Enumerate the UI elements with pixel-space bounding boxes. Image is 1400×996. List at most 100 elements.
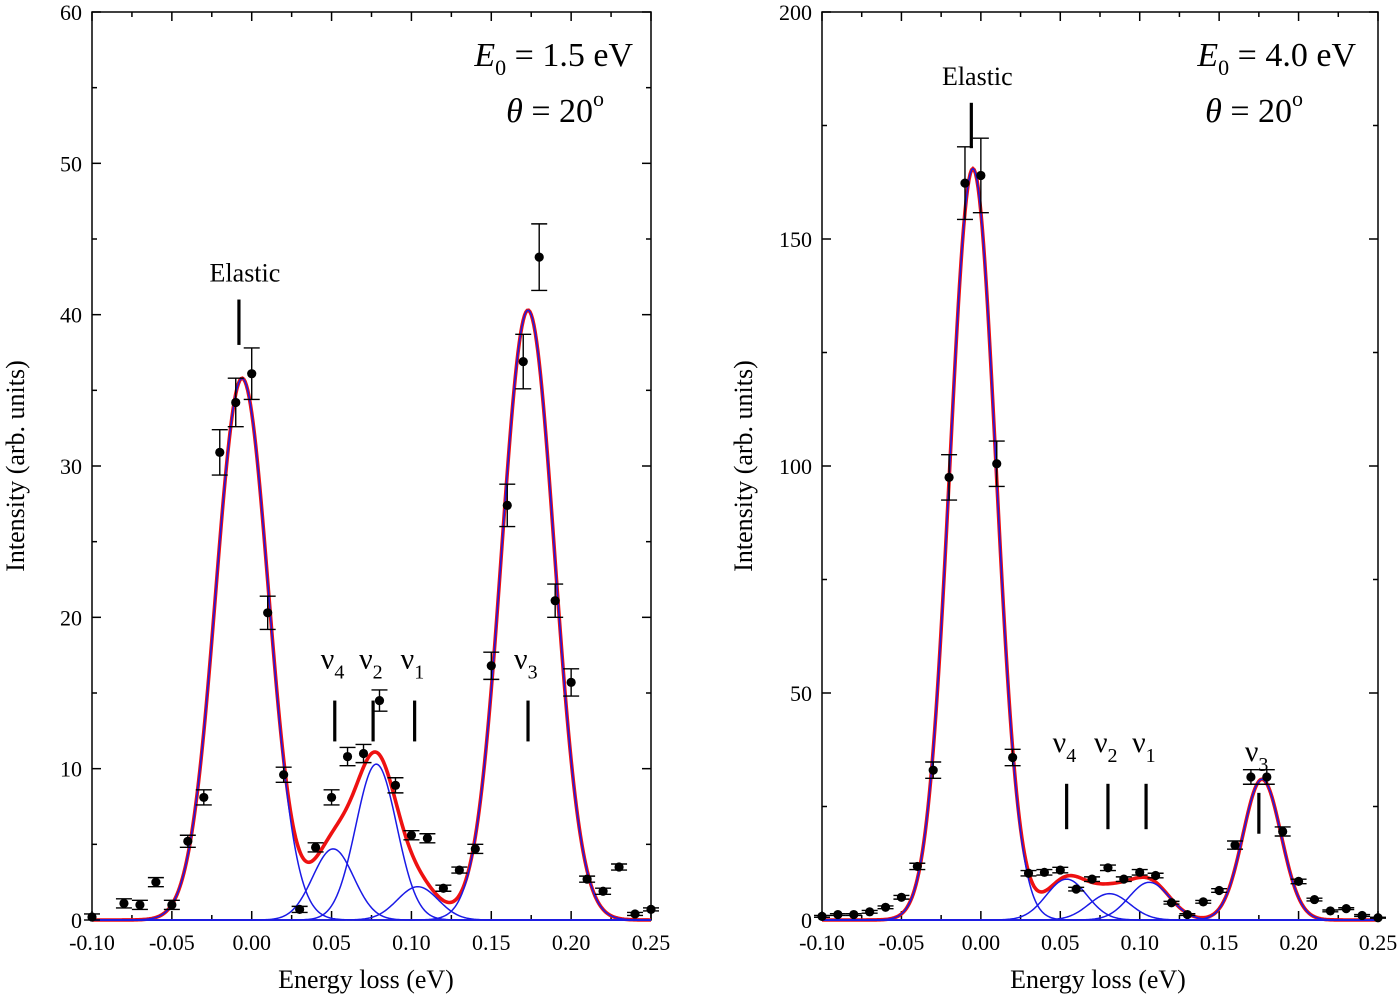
left-x-tick-label: -0.05 [149, 930, 195, 955]
right-data-point [833, 909, 843, 920]
right-component-curve-5 [822, 778, 1378, 921]
right-data-point [1151, 870, 1161, 881]
right-total-fit-curve [822, 166, 1378, 922]
left-data-point [582, 874, 592, 884]
left-data-point [518, 356, 528, 367]
left-data-point [534, 252, 544, 262]
left-x-tick-label: 0.05 [312, 930, 351, 955]
right-data-point [1357, 910, 1367, 921]
left-data-point [326, 792, 337, 803]
left-mode-label-nu3: ν3 [514, 643, 538, 684]
right-data-point [1293, 876, 1304, 887]
right-data-point [1325, 906, 1335, 916]
right-data-point [1373, 913, 1383, 923]
right-data-point [1119, 874, 1129, 884]
left-data-point [422, 833, 432, 843]
left-data-point [183, 836, 193, 846]
left-y-axis-title: Intensity (arb. units) [1, 360, 30, 572]
left-mode-label-nu2: ν2 [359, 643, 383, 684]
left-data-point [119, 898, 129, 908]
right-y-tick-label: 0 [801, 908, 812, 933]
left-x-axis-title: Energy loss (eV) [278, 965, 454, 994]
right-data-point [865, 907, 875, 917]
left-data-point [454, 865, 464, 875]
left-data-point [199, 792, 209, 803]
right-x-tick-label: 0.20 [1279, 930, 1318, 955]
right-data-point [976, 170, 986, 181]
right-mode-label-nu2: ν2 [1094, 726, 1118, 767]
right-data-point [1198, 897, 1208, 907]
right-data-point [1039, 867, 1049, 877]
right-data-point [1246, 772, 1256, 782]
left-data-point [374, 695, 385, 706]
left-data-point [614, 862, 624, 872]
right-x-tick-label: 0.05 [1041, 930, 1080, 955]
right-x-tick-label: 0.10 [1120, 930, 1159, 955]
left-component-curve-5 [92, 309, 651, 921]
right-data-point [1008, 752, 1018, 763]
left-data-point [247, 369, 257, 379]
right-data-point [1214, 885, 1224, 896]
right-data-point [817, 911, 827, 921]
left-data-point [151, 877, 161, 887]
left-y-tick-label: 0 [71, 908, 82, 933]
right-mode-label-nu3: ν3 [1245, 735, 1269, 776]
right-data-point [1023, 868, 1034, 878]
left-angle-label: θ = 20o [506, 86, 604, 130]
left-x-tick-label: 0.00 [232, 930, 271, 955]
right-x-tick-label: 0.00 [962, 930, 1001, 955]
left-data-point [231, 397, 241, 408]
right-data-point [880, 902, 891, 912]
right-mode-label-nu1: ν1 [1132, 726, 1156, 767]
right-y-tick-label: 100 [779, 454, 812, 479]
left-data-point [646, 904, 656, 915]
right-data-point [849, 909, 859, 920]
right-plot-frame [821, 11, 1379, 921]
right-mode-label-nu4: ν4 [1053, 726, 1077, 767]
left-data-point [550, 596, 560, 606]
left-energy-label: E0 = 1.5 eV [473, 37, 633, 80]
right-x-tick-label: 0.25 [1359, 930, 1398, 955]
left-data-point [167, 900, 177, 910]
left-data-point [438, 883, 448, 893]
right-data-point [1262, 772, 1272, 782]
right-data-point [1135, 867, 1145, 877]
left-elastic-label: Elastic [210, 259, 281, 288]
left-data-point [390, 780, 401, 790]
left-mode-label-nu4: ν4 [321, 643, 345, 684]
left-x-tick-label: 0.10 [392, 930, 431, 955]
left-data-point [470, 844, 480, 854]
left-data-point [263, 608, 273, 618]
right-data-point [992, 459, 1002, 469]
right-data-point [1309, 894, 1320, 905]
right-data-point [1278, 826, 1288, 837]
right-panel: Energy loss (eV) Intensity (arb. units) … [729, 0, 1397, 994]
left-x-tick-label: 0.20 [552, 930, 591, 955]
right-y-tick-label: 150 [779, 227, 812, 252]
left-y-tick-label: 10 [60, 757, 82, 782]
left-plot-frame [91, 11, 652, 921]
left-data-point [598, 886, 608, 896]
left-data-point [502, 500, 512, 510]
right-data-point [896, 892, 907, 902]
left-data-point [295, 904, 305, 915]
left-data-point [279, 770, 289, 780]
right-x-tick-label: -0.05 [879, 930, 925, 955]
left-data-point [215, 447, 225, 457]
left-data-point [311, 842, 321, 852]
right-y-tick-label: 200 [779, 0, 812, 25]
right-data-point [928, 765, 938, 775]
right-elastic-label: Elastic [942, 62, 1013, 91]
right-x-tick-label: -0.10 [799, 930, 845, 955]
right-data-point [1071, 884, 1081, 894]
right-data-point [1341, 904, 1351, 914]
right-x-tick-label: 0.15 [1200, 930, 1239, 955]
right-data-point [912, 861, 922, 872]
left-data-point [630, 909, 640, 919]
left-panel: Energy loss (eV) Intensity (arb. units) … [1, 0, 670, 994]
right-y-axis-title: Intensity (arb. units) [729, 360, 758, 572]
left-x-tick-label: 0.15 [472, 930, 511, 955]
right-data-point [960, 178, 970, 188]
left-mode-label-nu1: ν1 [401, 643, 425, 684]
left-y-tick-label: 20 [60, 605, 82, 630]
